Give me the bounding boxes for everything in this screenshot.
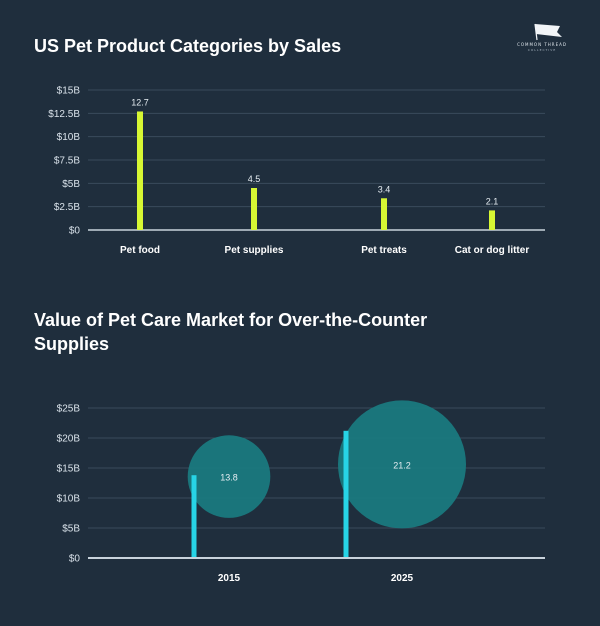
y-tick-label: $2.5B (54, 202, 80, 213)
bar (489, 210, 495, 230)
y-tick-label: $10B (57, 132, 81, 143)
y-tick-label: $15B (57, 86, 81, 97)
data-label: 21.2 (393, 460, 411, 470)
sales-bar-chart: $0 $2.5B $5B $7.5B $10B $12.5B $15B 12.7 Pet foo… (48, 86, 545, 256)
y-tick-label: $25B (57, 404, 81, 415)
data-label: 4.5 (248, 174, 261, 184)
bar (137, 111, 143, 230)
y-tick-label: $12.5B (48, 109, 80, 120)
y-tick-label: $20B (57, 434, 81, 445)
data-label: 12.7 (131, 97, 149, 107)
category-label: Pet food (120, 245, 160, 256)
chart-title-sales: US Pet Product Categories by Sales (34, 36, 342, 56)
y-tick-label: $10B (57, 494, 81, 505)
y-tick-label: $5B (62, 179, 80, 190)
bar (191, 475, 197, 558)
category-label: Pet treats (361, 245, 407, 256)
flag-icon (534, 23, 562, 41)
bar (343, 430, 349, 558)
brand-logo: COMMON THREAD COLLECTIVE (502, 20, 582, 60)
category-label: 2015 (218, 573, 241, 584)
y-tick-label: $7.5B (54, 156, 80, 167)
market-bubble-chart: $0 $5B $10B $15B $20B $25B 13.8 2015 21.2 2025 (57, 400, 545, 584)
y-tick-label: $5B (62, 524, 80, 535)
category-label: 2025 (391, 573, 414, 584)
y-tick-label: $0 (69, 554, 81, 565)
data-label: 3.4 (378, 184, 391, 194)
chart-title-market: Value of Pet Care Market for Over-the-Co… (34, 310, 428, 354)
bubble (338, 400, 466, 529)
bubble (187, 435, 271, 518)
logo-subtext: COLLECTIVE (527, 48, 557, 52)
bar (251, 188, 257, 230)
data-label: 2.1 (486, 196, 499, 206)
data-label: 13.8 (220, 473, 238, 483)
logo-text: COMMON THREAD (517, 42, 567, 47)
y-tick-label: $0 (69, 226, 81, 237)
bar (381, 198, 387, 230)
y-tick-label: $15B (57, 464, 81, 475)
category-label: Pet supplies (225, 245, 284, 256)
category-label: Cat or dog litter (455, 245, 530, 256)
